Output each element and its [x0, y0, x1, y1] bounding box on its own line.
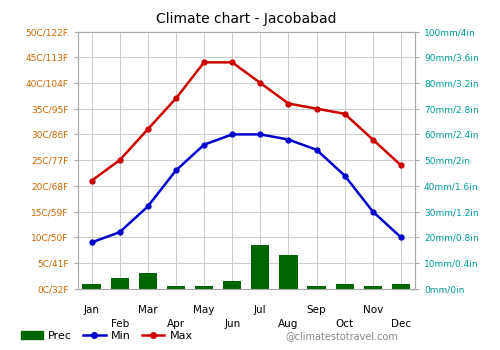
Bar	[82, 284, 100, 289]
Text: Oct: Oct	[336, 319, 354, 329]
Text: May: May	[194, 306, 215, 315]
Legend: Prec, Min, Max: Prec, Min, Max	[20, 331, 193, 341]
Text: Apr: Apr	[167, 319, 185, 329]
Bar	[392, 284, 410, 289]
Text: Nov: Nov	[362, 306, 383, 315]
Bar	[280, 255, 297, 289]
Bar	[167, 286, 185, 289]
Text: Aug: Aug	[278, 319, 298, 329]
Bar	[223, 281, 242, 289]
Text: Dec: Dec	[391, 319, 411, 329]
Text: Feb: Feb	[110, 319, 129, 329]
Text: Jul: Jul	[254, 306, 266, 315]
Bar	[308, 286, 326, 289]
Bar	[336, 284, 354, 289]
Bar	[364, 286, 382, 289]
Text: Mar: Mar	[138, 306, 158, 315]
Title: Climate chart - Jacobabad: Climate chart - Jacobabad	[156, 12, 336, 26]
Text: Jun: Jun	[224, 319, 240, 329]
Bar	[251, 245, 270, 289]
Bar	[110, 279, 129, 289]
Bar	[195, 286, 213, 289]
Bar	[138, 273, 157, 289]
Text: Sep: Sep	[307, 306, 326, 315]
Text: Jan: Jan	[84, 306, 100, 315]
Text: @climatestotravel.com: @climatestotravel.com	[285, 331, 398, 341]
